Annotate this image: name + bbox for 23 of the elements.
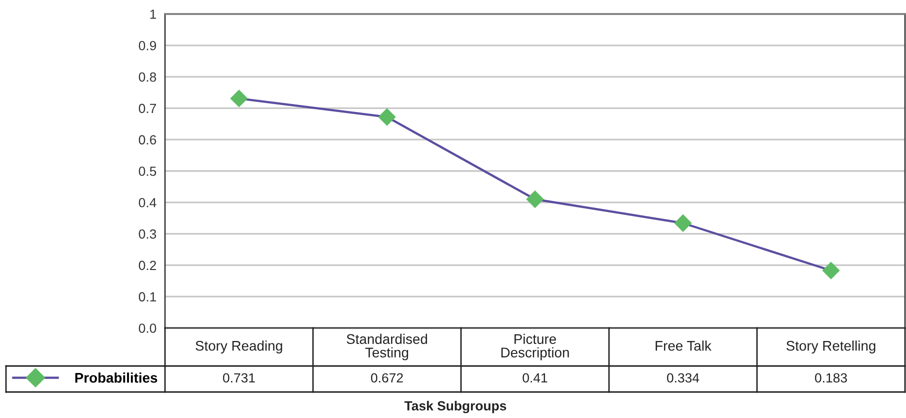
y-tick-label: 0.9 — [138, 40, 156, 50]
y-tick-label: 0.7 — [138, 104, 156, 114]
x-axis-title: Task Subgroups — [404, 400, 506, 414]
data-label: 0.672 — [371, 373, 403, 383]
y-tick-label: 0.2 — [138, 260, 156, 270]
x-tick-label: Standardised Testing — [346, 334, 428, 360]
y-tick-label: 0.6 — [138, 135, 156, 145]
data-label: 0.731 — [223, 373, 255, 383]
y-tick-label: 0.8 — [138, 72, 156, 82]
x-tick-label: Picture Description — [501, 334, 569, 360]
data-label: 0.41 — [522, 373, 548, 383]
y-tick-label: 1 — [150, 10, 156, 19]
x-tick-label: Story Reading — [196, 340, 282, 354]
y-tick-label: 0.3 — [138, 229, 156, 239]
x-tick-label: Free Talk — [656, 340, 712, 351]
x-tick-label: Story Retelling — [786, 340, 876, 354]
y-tick-label: 0.5 — [138, 166, 156, 176]
data-label: 0.334 — [667, 373, 700, 383]
y-tick-label: 0.0 — [138, 324, 156, 333]
legend-label: Probabilities — [75, 372, 158, 383]
y-tick-label: 0.4 — [138, 198, 156, 208]
y-tick-label: 0.1 — [138, 292, 156, 302]
data-label: 0.183 — [815, 373, 847, 383]
